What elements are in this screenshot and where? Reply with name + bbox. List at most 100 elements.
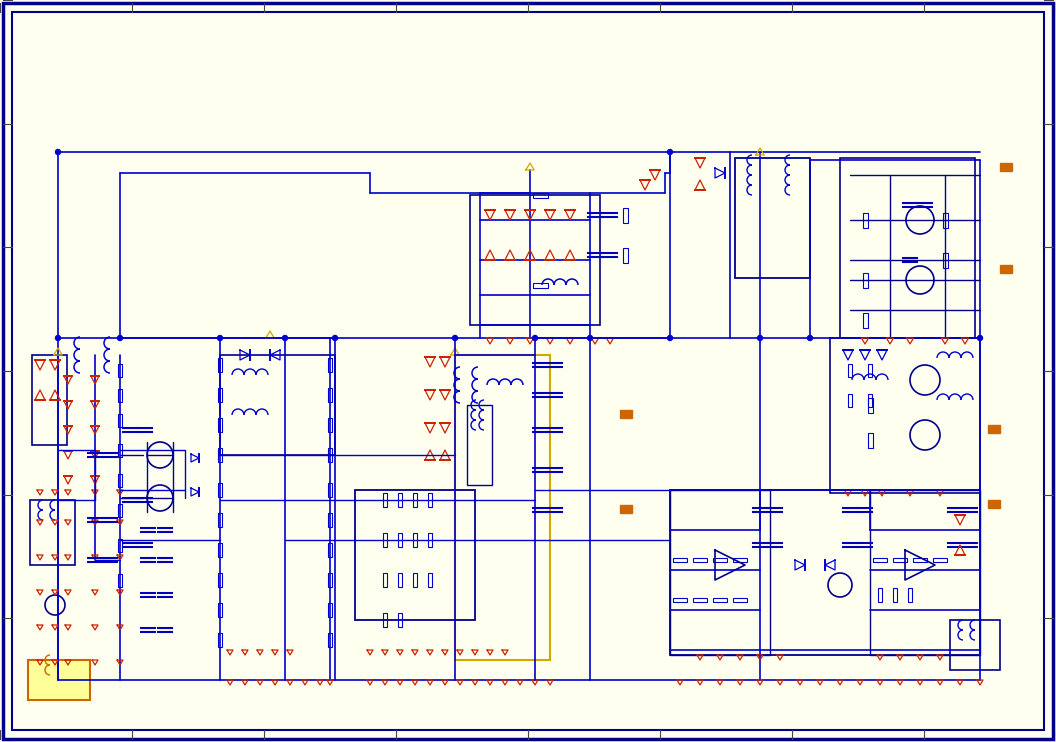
Bar [218, 358, 222, 372]
Bar [118, 389, 122, 401]
Bar [733, 558, 747, 562]
Bar [383, 613, 386, 627]
Bar [383, 493, 386, 507]
Bar [950, 620, 1000, 670]
Circle shape [453, 335, 457, 341]
Bar [413, 573, 417, 587]
Bar [863, 212, 867, 228]
Bar [328, 633, 332, 647]
Bar [863, 272, 867, 287]
Bar [398, 533, 402, 547]
Bar [328, 418, 332, 432]
Bar [118, 539, 122, 551]
Bar [118, 413, 122, 427]
Bar [467, 405, 492, 485]
Bar [328, 543, 332, 557]
Bar [118, 504, 122, 516]
Bar [30, 500, 75, 565]
Bar [218, 388, 222, 402]
Bar [220, 355, 335, 455]
Bar [532, 192, 547, 197]
Bar [863, 312, 867, 327]
Bar [328, 483, 332, 497]
Bar [620, 410, 631, 418]
Bar [118, 364, 122, 376]
Circle shape [808, 335, 812, 341]
Bar [1000, 163, 1012, 171]
Bar [713, 558, 727, 562]
Bar [428, 493, 432, 507]
Bar [673, 598, 687, 602]
Bar [878, 588, 882, 602]
Circle shape [283, 335, 287, 341]
Bar [908, 588, 912, 602]
Bar [830, 338, 980, 493]
Bar [532, 283, 547, 287]
Bar [218, 483, 222, 497]
Bar [328, 358, 332, 372]
Bar [32, 355, 67, 445]
Bar [328, 388, 332, 402]
Bar [873, 558, 887, 562]
Circle shape [532, 335, 538, 341]
Bar [218, 448, 222, 462]
Bar [733, 598, 747, 602]
Bar [870, 490, 980, 655]
Circle shape [56, 335, 60, 341]
Bar [867, 433, 872, 447]
Bar [670, 490, 770, 655]
Bar [218, 543, 222, 557]
Bar [218, 633, 222, 647]
Bar [328, 448, 332, 462]
Bar [383, 533, 386, 547]
Bar [893, 558, 907, 562]
Bar [622, 248, 627, 263]
Bar [455, 355, 550, 660]
Bar [868, 364, 872, 376]
Bar [428, 533, 432, 547]
Bar [355, 490, 475, 620]
Bar [673, 558, 687, 562]
Circle shape [667, 335, 673, 341]
Bar [622, 208, 627, 223]
Bar [328, 573, 332, 587]
Bar [398, 573, 402, 587]
Bar [943, 212, 947, 228]
Circle shape [978, 335, 982, 341]
Bar [218, 603, 222, 617]
Bar [867, 398, 872, 413]
Circle shape [117, 335, 122, 341]
Bar [1000, 265, 1012, 273]
Bar [988, 425, 1000, 433]
Circle shape [218, 335, 223, 341]
Bar [218, 513, 222, 527]
Bar [943, 252, 947, 268]
Bar [383, 573, 386, 587]
Bar [848, 364, 852, 376]
Bar [413, 533, 417, 547]
Bar [218, 418, 222, 432]
Bar [428, 573, 432, 587]
Bar [670, 490, 980, 655]
Bar [118, 574, 122, 586]
Bar [988, 500, 1000, 508]
Bar [620, 505, 631, 513]
Circle shape [757, 335, 762, 341]
Bar [934, 558, 947, 562]
Circle shape [667, 149, 673, 154]
Circle shape [587, 335, 592, 341]
Bar [218, 573, 222, 587]
Bar [735, 158, 810, 278]
Bar [913, 558, 927, 562]
Bar [713, 598, 727, 602]
Circle shape [56, 149, 60, 154]
Bar [840, 158, 975, 338]
Bar [398, 493, 402, 507]
Bar [848, 393, 852, 407]
Circle shape [333, 335, 338, 341]
Bar [118, 444, 122, 456]
Bar [868, 393, 872, 407]
Bar [413, 493, 417, 507]
Bar [29, 660, 90, 700]
Bar [398, 613, 402, 627]
